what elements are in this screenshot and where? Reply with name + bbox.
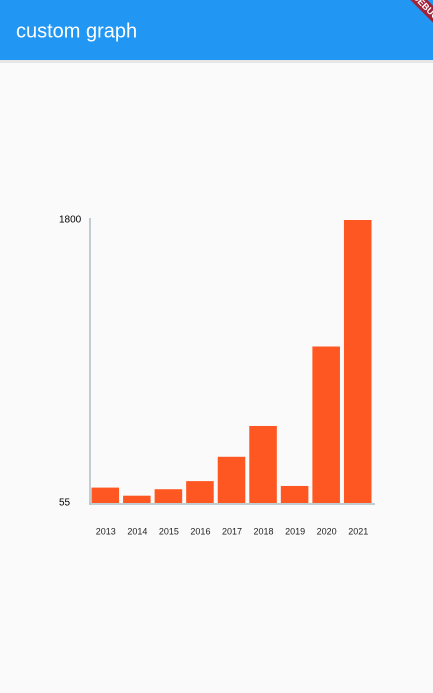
x-tick-label: 2018 [254,526,274,536]
x-tick-label: 2019 [285,526,305,536]
bar [91,487,120,503]
debug-ribbon [393,0,433,40]
x-tick-label: 2017 [222,526,242,536]
bar [154,489,183,503]
bar [186,481,214,503]
app-bar [0,0,433,60]
chart: 2021 2020 2019 2018 2017 2016 2015 2014 2013 1800… [59,215,375,536]
x-tick-label: 2015 [159,526,179,536]
x-tick-label: 2014 [127,526,147,536]
bar [343,220,372,503]
bar [123,495,151,503]
bar [312,346,340,503]
bar [249,425,277,503]
bar [280,485,309,503]
y-tick-label: 55 [59,498,71,509]
x-tick-label: 2020 [317,526,337,536]
app-bar-title: custom graph [16,20,137,42]
x-tick-label: 2013 [96,526,116,536]
app-bar-shadow [0,60,433,63]
y-tick-label: 1800 [59,215,82,226]
x-tick-label: 2021 [348,526,368,536]
bar [217,456,246,503]
x-tick-label: 2016 [190,526,210,536]
